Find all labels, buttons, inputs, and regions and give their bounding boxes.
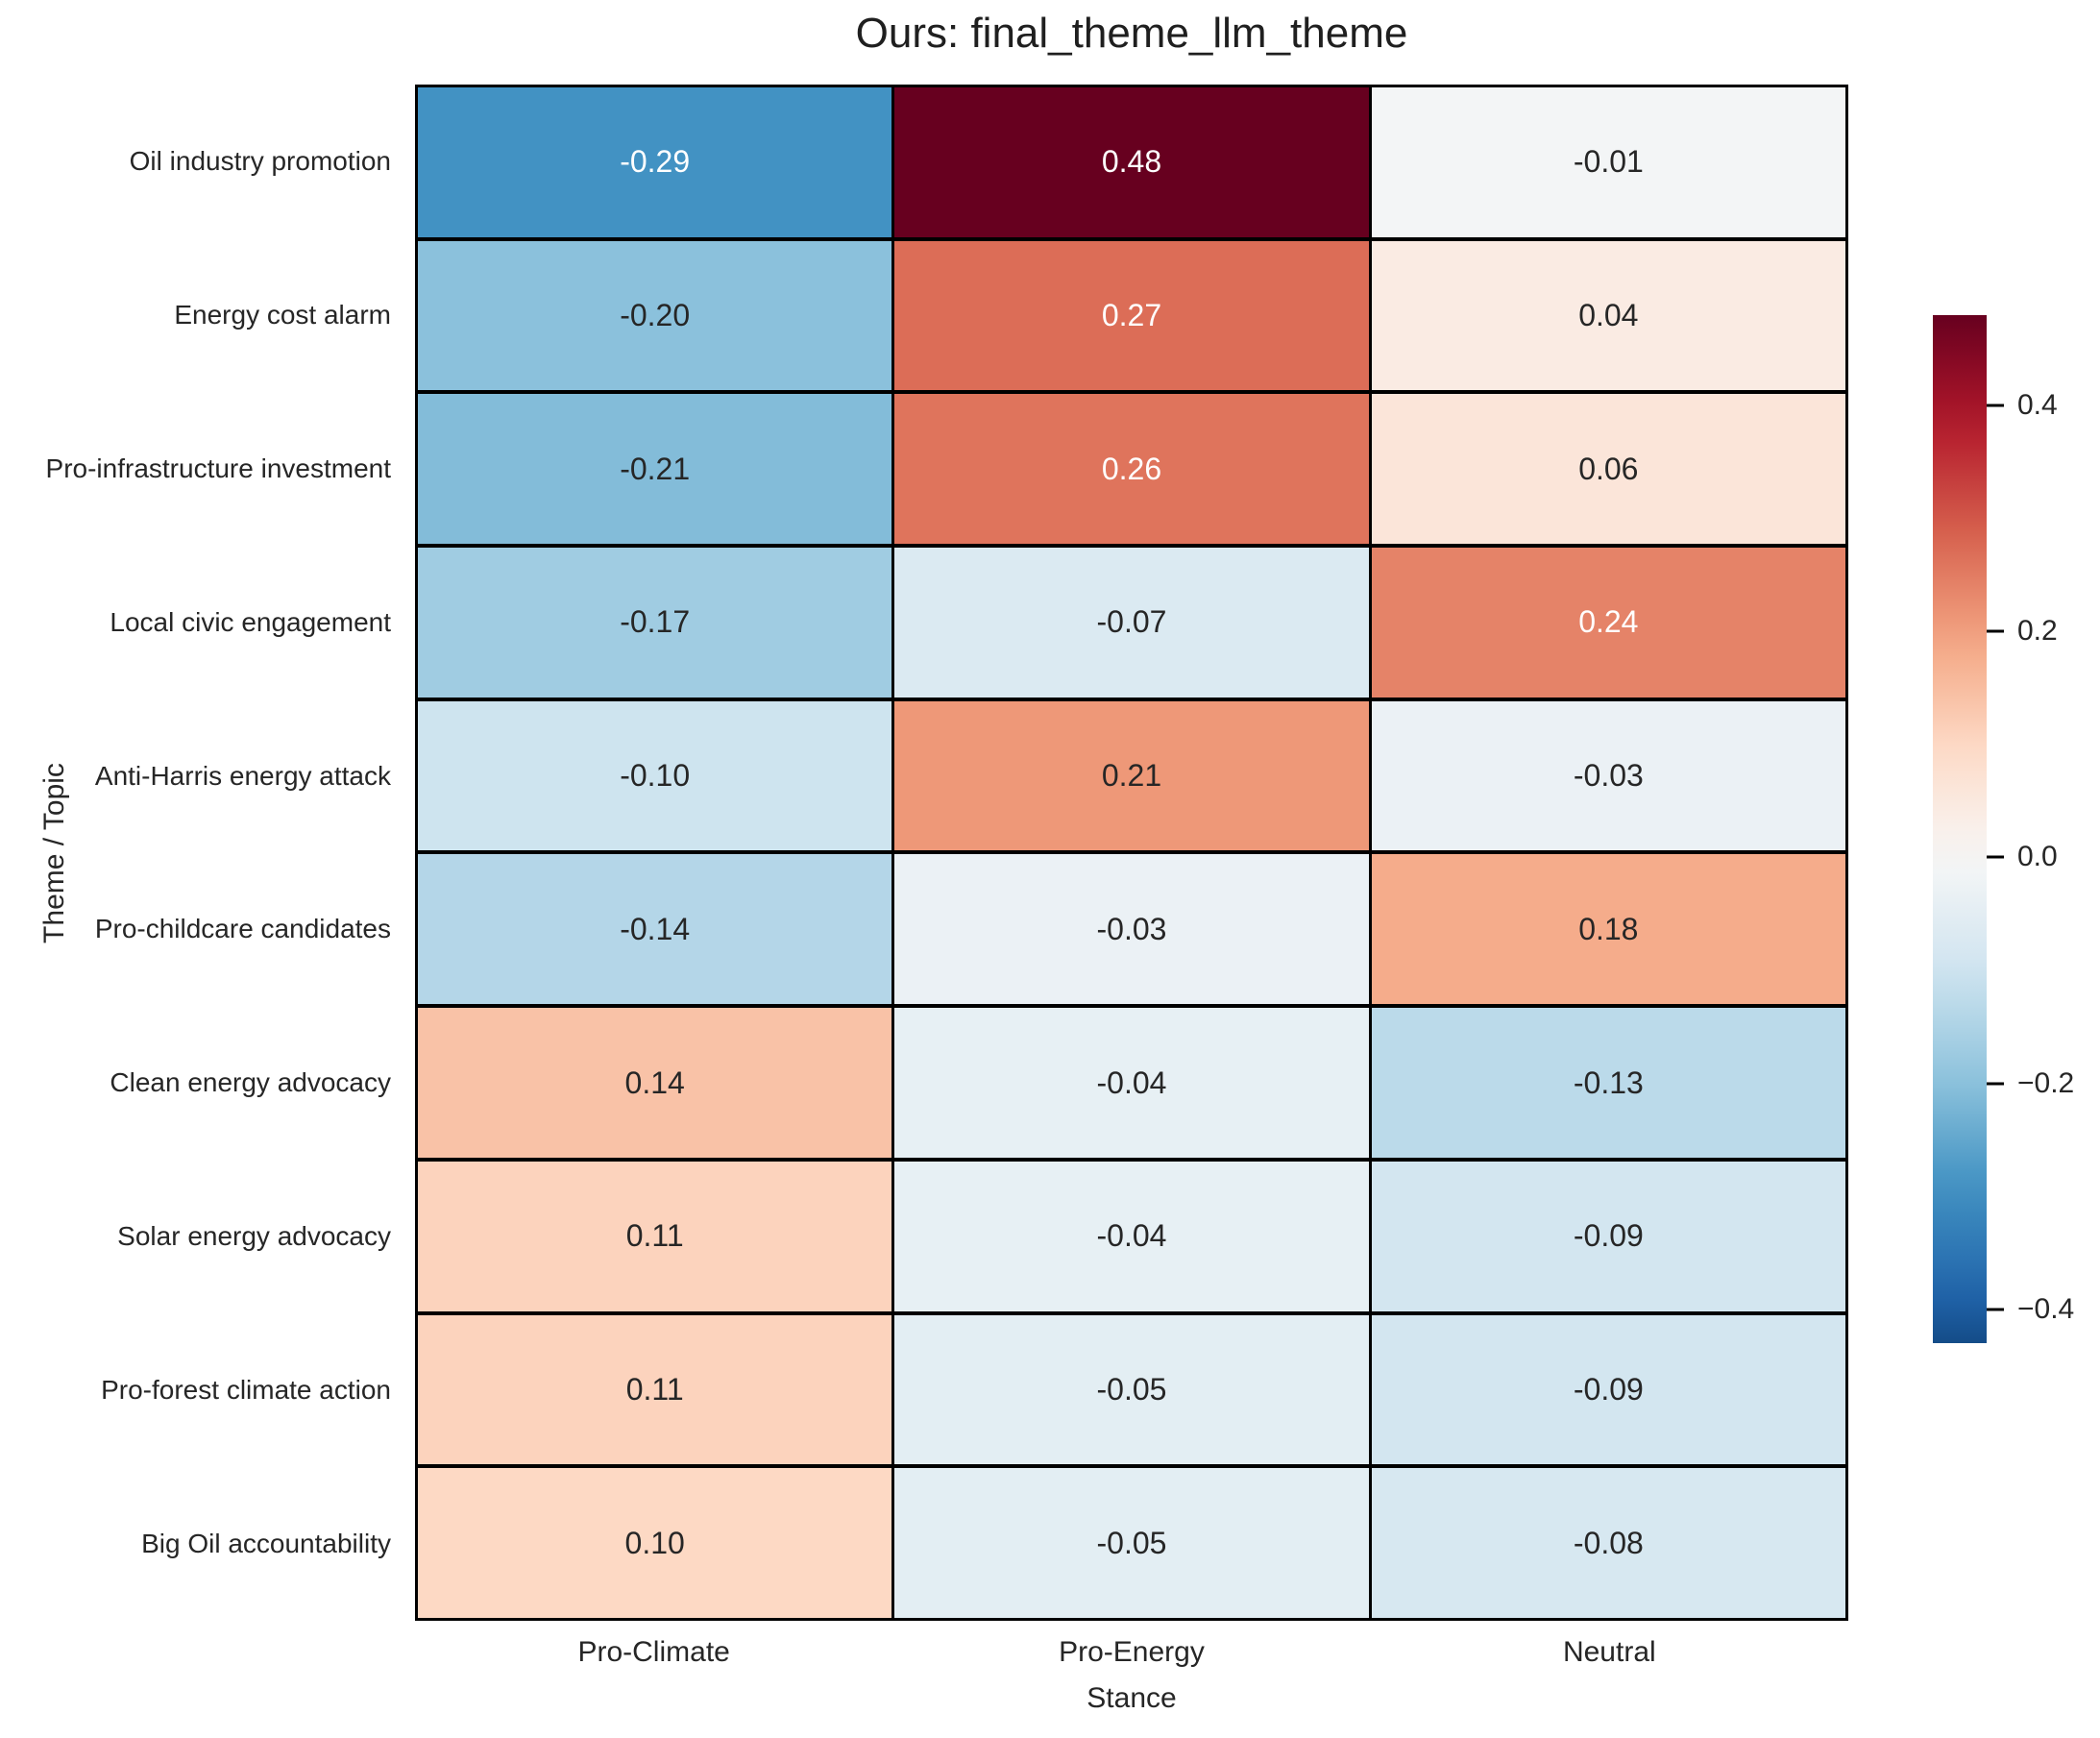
heatmap-cell: 0.18 xyxy=(1371,854,1845,1005)
row-label: Energy cost alarm xyxy=(174,299,391,330)
heatmap-cell: 0.11 xyxy=(418,1314,892,1465)
cell-value: 0.04 xyxy=(1578,298,1639,333)
cell-value: 0.48 xyxy=(1101,144,1162,180)
cell-value: -0.09 xyxy=(1573,1371,1644,1407)
heatmap-cell: -0.08 xyxy=(1371,1468,1845,1618)
colorbar-tick-label: 0.0 xyxy=(2017,841,2058,873)
cell-value: -0.04 xyxy=(1096,1065,1167,1100)
heatmap-cell: 0.10 xyxy=(418,1468,892,1618)
cell-value: -0.07 xyxy=(1096,604,1167,640)
figure-title: Ours: final_theme_llm_theme xyxy=(855,10,1408,57)
x-axis-label: Stance xyxy=(1087,1682,1177,1714)
heatmap-cell: -0.21 xyxy=(418,394,892,545)
row-label: Local civic engagement xyxy=(110,606,391,637)
heatmap-cell: -0.14 xyxy=(418,854,892,1005)
heatmap-cell: 0.04 xyxy=(1371,240,1845,391)
cell-value: 0.11 xyxy=(625,1218,684,1254)
colorbar-tick xyxy=(1987,1082,2004,1086)
cell-value: -0.01 xyxy=(1573,144,1644,180)
cell-value: 0.26 xyxy=(1101,451,1162,486)
colorbar-tick xyxy=(1987,855,2004,859)
heatmap-cell: -0.03 xyxy=(894,854,1369,1005)
cell-value: -0.29 xyxy=(620,144,691,180)
heatmap-cell: 0.26 xyxy=(894,394,1369,545)
heatmap-cell: 0.48 xyxy=(894,87,1369,237)
cell-value: 0.14 xyxy=(624,1065,685,1100)
cell-value: 0.18 xyxy=(1578,911,1639,946)
col-label: Neutral xyxy=(1562,1636,1656,1668)
row-label: Big Oil accountability xyxy=(141,1529,391,1559)
colorbar xyxy=(1933,315,1987,1343)
heatmap-cell: -0.01 xyxy=(1371,87,1845,237)
heatmap-cell: 0.06 xyxy=(1371,394,1845,545)
cell-value: -0.17 xyxy=(620,604,691,640)
row-label: Solar energy advocacy xyxy=(117,1221,391,1252)
colorbar-tick-label: −0.2 xyxy=(2017,1066,2075,1099)
cell-value: -0.04 xyxy=(1096,1218,1167,1254)
heatmap-cell: -0.10 xyxy=(418,700,892,851)
heatmap-cell: -0.09 xyxy=(1371,1161,1845,1311)
heatmap-cell: -0.17 xyxy=(418,548,892,698)
cell-value: -0.03 xyxy=(1096,911,1167,946)
heatmap-cell: 0.11 xyxy=(418,1161,892,1311)
heatmap-cell: -0.04 xyxy=(894,1161,1369,1311)
cell-value: 0.11 xyxy=(625,1371,684,1407)
row-label: Pro-infrastructure investment xyxy=(45,453,391,483)
row-label: Pro-forest climate action xyxy=(101,1375,391,1406)
colorbar-tick xyxy=(1987,629,2004,633)
colorbar-tick xyxy=(1987,404,2004,407)
heatmap-cell: 0.14 xyxy=(418,1008,892,1158)
cell-value: -0.03 xyxy=(1573,758,1644,794)
cell-value: 0.06 xyxy=(1578,451,1639,486)
row-label: Clean energy advocacy xyxy=(110,1067,391,1098)
heatmap-cell: 0.21 xyxy=(894,700,1369,851)
colorbar-tick xyxy=(1987,1308,2004,1311)
colorbar-gradient xyxy=(1933,315,1987,1343)
cell-value: 0.24 xyxy=(1578,604,1639,640)
cell-value: -0.05 xyxy=(1096,1371,1167,1407)
colorbar-tick-label: −0.4 xyxy=(2017,1292,2075,1325)
heatmap-cell: -0.29 xyxy=(418,87,892,237)
heatmap-cell: -0.05 xyxy=(894,1314,1369,1465)
colorbar-tick-label: 0.2 xyxy=(2017,615,2058,648)
cell-value: -0.10 xyxy=(620,758,691,794)
cell-value: -0.13 xyxy=(1573,1065,1644,1100)
cell-value: -0.08 xyxy=(1573,1525,1644,1560)
heatmap-cell: -0.07 xyxy=(894,548,1369,698)
cell-value: 0.10 xyxy=(624,1525,685,1560)
heatmap-cell: -0.13 xyxy=(1371,1008,1845,1158)
heatmap-cell: 0.27 xyxy=(894,240,1369,391)
heatmap-cell: 0.24 xyxy=(1371,548,1845,698)
col-label: Pro-Energy xyxy=(1059,1636,1205,1668)
cell-value: -0.05 xyxy=(1096,1525,1167,1560)
cell-value: -0.09 xyxy=(1573,1218,1644,1254)
heatmap-cell: -0.20 xyxy=(418,240,892,391)
x-tick-labels: Pro-Climate Pro-Energy Neutral xyxy=(415,1631,1848,1674)
cell-value: 0.21 xyxy=(1101,758,1162,794)
colorbar-tick-label: 0.4 xyxy=(2017,389,2058,422)
cell-value: -0.21 xyxy=(620,451,691,486)
row-label: Pro-childcare candidates xyxy=(94,914,391,944)
cell-value: -0.14 xyxy=(620,911,691,946)
y-tick-labels: Oil industry promotion Energy cost alarm P… xyxy=(0,85,391,1621)
heatmap-cell: -0.05 xyxy=(894,1468,1369,1618)
heatmap-cell: -0.04 xyxy=(894,1008,1369,1158)
heatmap-cell: -0.09 xyxy=(1371,1314,1845,1465)
col-label: Pro-Climate xyxy=(577,1636,730,1668)
heatmap-grid: -0.29 0.48 -0.01 -0.20 0.27 0.04 -0.21 0.26 0.06… xyxy=(415,85,1848,1621)
row-label: Oil industry promotion xyxy=(129,145,391,176)
row-label: Anti-Harris energy attack xyxy=(94,760,391,791)
cell-value: -0.20 xyxy=(620,298,691,333)
cell-value: 0.27 xyxy=(1101,298,1162,333)
heatmap-cell: -0.03 xyxy=(1371,700,1845,851)
